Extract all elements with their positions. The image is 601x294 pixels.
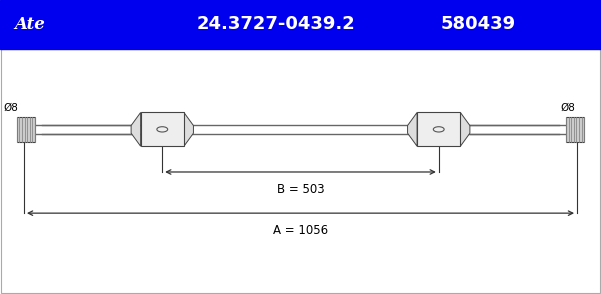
Bar	[0, 0, 601, 49]
Text: 580439: 580439	[440, 15, 516, 33]
Text: 24.3727-0439.2: 24.3727-0439.2	[197, 15, 356, 33]
Bar	[141, 112, 184, 146]
Text: Ø8: Ø8	[3, 102, 18, 112]
Bar	[17, 117, 35, 142]
Text: Ø8: Ø8	[560, 102, 575, 112]
Text: Ate: Ate	[14, 16, 46, 33]
Bar	[566, 117, 584, 142]
Bar	[417, 112, 460, 146]
Polygon shape	[184, 112, 194, 146]
Text: A = 1056: A = 1056	[273, 224, 328, 237]
Text: B = 503: B = 503	[276, 183, 325, 196]
Bar	[1, 49, 600, 293]
Polygon shape	[407, 112, 417, 146]
Polygon shape	[131, 112, 141, 146]
Polygon shape	[460, 112, 470, 146]
